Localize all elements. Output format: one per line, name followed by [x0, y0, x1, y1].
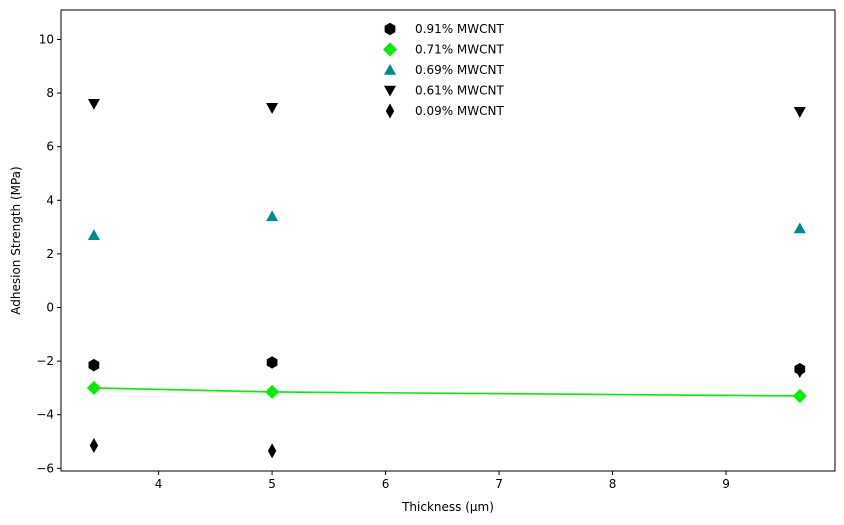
- legend-label: 0.91% MWCNT: [415, 22, 505, 36]
- legend-marker: [384, 22, 396, 36]
- plot-marks: [86, 99, 807, 459]
- series-1: [86, 380, 807, 403]
- legend-marker: [383, 42, 397, 57]
- series-0: [88, 356, 806, 376]
- data-point: [795, 362, 805, 378]
- data-point: [267, 443, 277, 459]
- y-tick-label: 8: [46, 86, 54, 100]
- data-point: [793, 222, 806, 234]
- y-tick-label: 10: [39, 32, 54, 46]
- x-tick-label: 8: [609, 477, 617, 491]
- y-tick-label: −6: [36, 461, 54, 475]
- y-tick-label: 4: [46, 193, 54, 207]
- y-tick-label: 6: [46, 140, 54, 154]
- legend: 0.91% MWCNT 0.71% MWCNT 0.69% MWCNT 0.61% M…: [383, 22, 505, 119]
- legend-entry: 0.91% MWCNT: [384, 22, 505, 36]
- series-4: [89, 362, 805, 459]
- y-tick-label: 2: [46, 247, 54, 261]
- legend-entry: 0.69% MWCNT: [384, 63, 505, 77]
- legend-marker: [384, 85, 396, 97]
- legend-marker: [385, 103, 395, 119]
- y-tick-label: 0: [46, 301, 54, 315]
- legend-marker: [384, 64, 396, 75]
- data-point: [266, 356, 278, 369]
- legend-label: 0.61% MWCNT: [415, 84, 505, 98]
- data-point: [266, 210, 279, 222]
- legend-entry: 0.09% MWCNT: [385, 103, 505, 119]
- legend-label: 0.71% MWCNT: [415, 43, 505, 57]
- data-point: [792, 388, 807, 403]
- legend-label: 0.69% MWCNT: [415, 63, 505, 77]
- legend-entry: 0.61% MWCNT: [384, 84, 505, 98]
- y-axis-label: Adhesion Strength (MPa): [9, 166, 23, 314]
- y-tick-label: −2: [36, 354, 54, 368]
- series-2: [87, 210, 806, 240]
- x-tick-label: 5: [268, 477, 276, 491]
- data-point: [266, 103, 279, 114]
- data-point: [86, 380, 101, 395]
- x-tick-label: 4: [155, 477, 163, 491]
- axes: 4 5 6 7 8 9 −6 −4 −2 0 2 4 6 8 10: [36, 9, 836, 491]
- plot-frame: [60, 9, 836, 472]
- data-point: [89, 438, 99, 454]
- data-point: [88, 358, 100, 372]
- x-tick-label: 7: [495, 477, 503, 491]
- y-tick-label: −4: [36, 408, 54, 422]
- x-tick-label: 9: [722, 477, 730, 491]
- legend-label: 0.09% MWCNT: [415, 104, 505, 118]
- x-tick-label: 6: [382, 477, 390, 491]
- series-line: [93, 387, 800, 397]
- x-axis-label: Thickness (µm): [401, 500, 494, 514]
- data-point: [793, 107, 806, 118]
- data-point: [265, 384, 280, 399]
- data-point: [87, 229, 100, 240]
- series-3: [87, 99, 806, 118]
- data-point: [87, 99, 100, 110]
- legend-entry: 0.71% MWCNT: [383, 42, 505, 57]
